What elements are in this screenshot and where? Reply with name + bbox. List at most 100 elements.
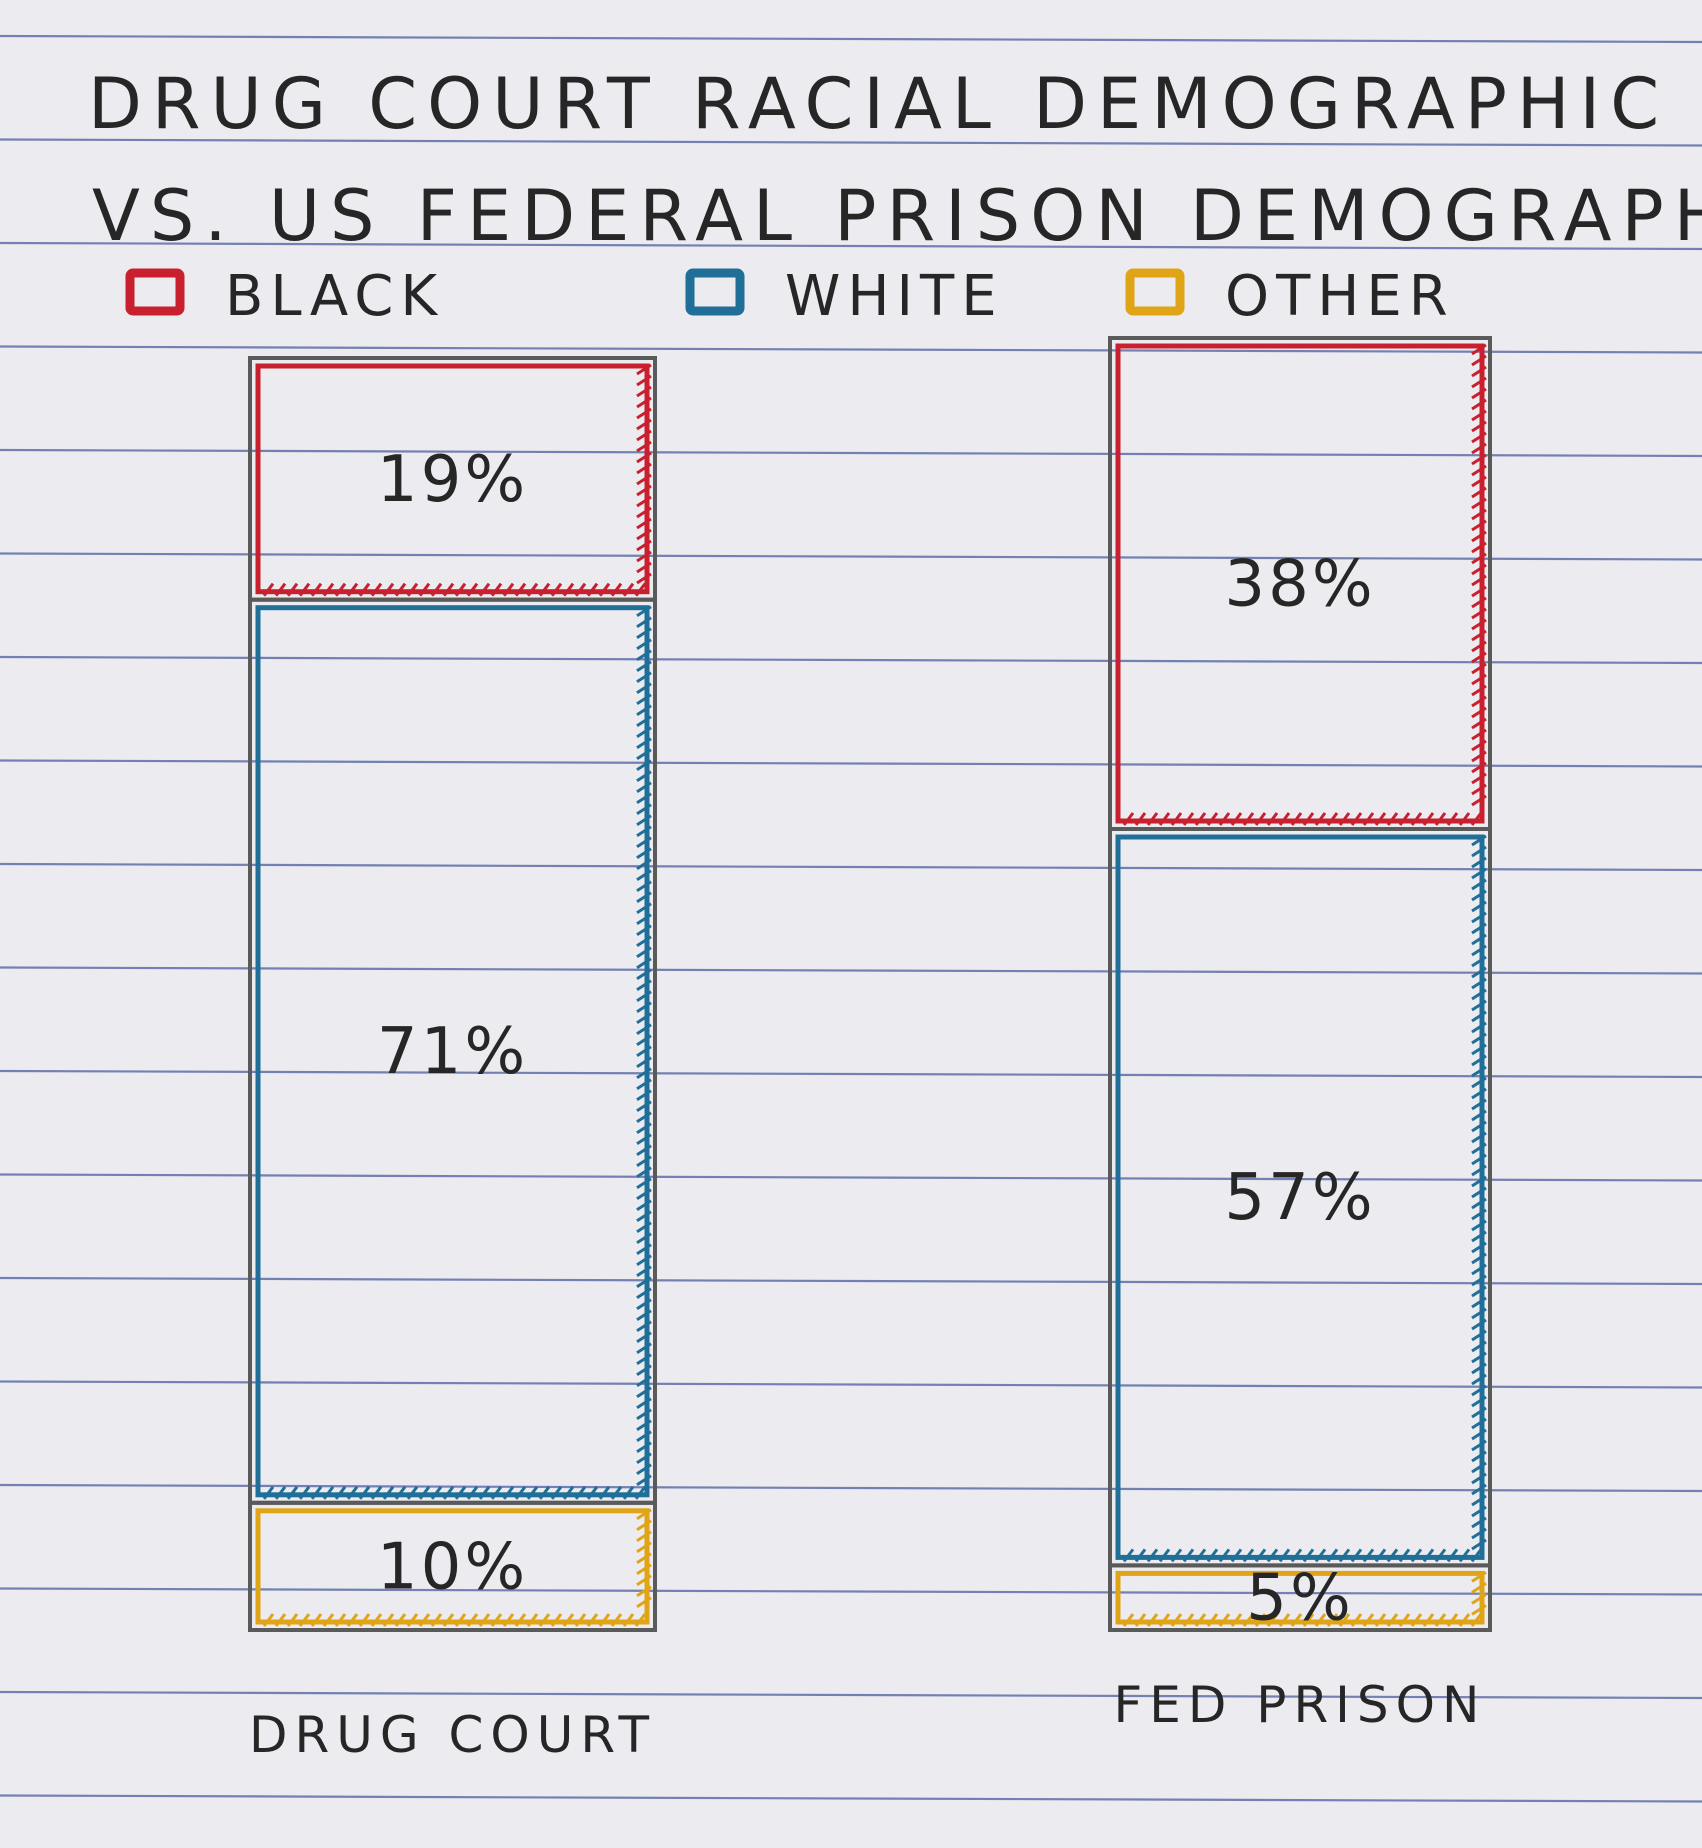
hatch-mark xyxy=(636,561,652,574)
ruled-line xyxy=(0,448,1702,458)
hatch-mark xyxy=(636,1408,652,1420)
hatch-mark xyxy=(636,704,652,716)
hatch-mark xyxy=(1471,343,1487,356)
hatch-mark xyxy=(478,1485,491,1500)
hatch-mark xyxy=(1471,739,1487,752)
legend-label-white: WHITE xyxy=(785,264,1004,329)
hatch-mark xyxy=(1471,794,1487,807)
hatch-mark xyxy=(636,517,652,530)
hatch-mark xyxy=(430,1613,443,1627)
hatch-mark xyxy=(538,582,551,597)
hatch-mark xyxy=(636,1133,652,1145)
hatch-mark xyxy=(1471,750,1487,763)
hatch-mark xyxy=(1471,999,1487,1012)
hatch-mark xyxy=(1446,1548,1459,1563)
hatch-mark xyxy=(1471,519,1487,532)
hatch-mark xyxy=(454,582,467,597)
hatch-mark xyxy=(1158,1548,1171,1563)
hatch-mark xyxy=(286,1613,299,1627)
hatch-mark xyxy=(1471,618,1487,631)
hatch-mark xyxy=(1471,1571,1487,1583)
ruled-line xyxy=(0,655,1702,665)
ruled-line xyxy=(0,1483,1702,1493)
hatch-mark xyxy=(274,1485,287,1500)
ruled-line xyxy=(0,862,1702,872)
ruled-line xyxy=(0,1173,1702,1182)
hatch-mark xyxy=(636,869,652,881)
hatch-mark xyxy=(562,582,575,597)
hatch-mark xyxy=(622,1613,635,1627)
hatch-mark xyxy=(636,1100,652,1112)
hatch-mark xyxy=(636,462,652,475)
ruled-line xyxy=(0,552,1702,561)
hatch-mark xyxy=(1471,530,1487,543)
hatch-mark xyxy=(1471,1450,1487,1463)
hatch-mark xyxy=(598,1613,611,1627)
hatch-mark xyxy=(442,1613,455,1627)
hatch-mark xyxy=(1471,1483,1487,1496)
hatch-mark xyxy=(622,582,635,597)
hatch-mark xyxy=(636,1574,652,1587)
hatch-mark xyxy=(1471,431,1487,444)
hatch-mark xyxy=(636,374,652,387)
chart-title-line-1: DRUG COURT RACIAL DEMOGRAPHIC xyxy=(88,63,1669,145)
hatch-mark xyxy=(1350,1548,1363,1563)
hatch-mark xyxy=(1194,812,1207,826)
hatch-mark xyxy=(1471,1604,1487,1616)
hatch-mark xyxy=(1302,812,1315,826)
hatch-mark xyxy=(1422,812,1435,826)
hatch-mark xyxy=(636,1419,652,1431)
hatch-mark xyxy=(382,1613,395,1627)
hatch-mark xyxy=(1122,812,1135,826)
hatch-mark xyxy=(1471,867,1487,880)
hatch-mark xyxy=(322,1613,335,1627)
ruled-line xyxy=(0,1587,1702,1596)
hatch-mark xyxy=(574,1485,587,1500)
hatch-mark xyxy=(1471,1219,1487,1232)
hatch-mark xyxy=(1458,1613,1471,1627)
hatch-mark xyxy=(526,1485,539,1500)
hatch-mark xyxy=(1471,856,1487,869)
hatch-mark xyxy=(636,1397,652,1409)
hatch-mark xyxy=(1410,812,1423,826)
hatch-mark xyxy=(636,990,652,1002)
hatch-mark xyxy=(1458,812,1471,826)
hatch-mark xyxy=(636,1331,652,1343)
hatch-mark xyxy=(1471,1516,1487,1529)
hatch-mark xyxy=(1471,1538,1487,1551)
hatch-mark xyxy=(1471,629,1487,642)
hatch-mark xyxy=(1326,1613,1339,1627)
hatch-mark xyxy=(262,1485,275,1500)
hatch-mark xyxy=(1471,1373,1487,1386)
hatch-mark xyxy=(1146,812,1159,826)
hatch-mark xyxy=(322,1485,335,1500)
hatch-mark xyxy=(1470,1613,1483,1627)
legend-label-black: BLACK xyxy=(225,264,444,329)
hatch-mark xyxy=(514,1613,527,1627)
hatch-mark xyxy=(1471,1582,1487,1594)
hatch-mark xyxy=(574,582,587,597)
hatch-mark xyxy=(1471,1087,1487,1100)
hatch-mark xyxy=(1471,1285,1487,1298)
hatch-mark xyxy=(636,1111,652,1123)
hatch-mark xyxy=(1290,812,1303,826)
data-labels: 19% 71% 10% 38% 57% 5% xyxy=(377,443,1373,1636)
hatch-mark xyxy=(636,660,652,672)
hatch-mark xyxy=(1350,1613,1363,1627)
hatch-mark xyxy=(636,1155,652,1167)
legend-swatch-black xyxy=(125,268,185,316)
ruled-line xyxy=(0,241,1702,251)
hatch-mark xyxy=(298,1485,311,1500)
hatch-mark xyxy=(610,582,623,597)
hatch-mark xyxy=(310,1613,323,1627)
hatch-mark xyxy=(636,1430,652,1442)
hatch-mark xyxy=(636,847,652,859)
hatch-mark xyxy=(1471,552,1487,565)
hatch-mark xyxy=(406,1613,419,1627)
hatch-mark xyxy=(1471,1472,1487,1485)
hatch-mark xyxy=(636,572,652,585)
ruled-line xyxy=(0,1276,1702,1286)
hatch-mark xyxy=(1122,1613,1135,1627)
hatch-mark xyxy=(1398,1613,1411,1627)
